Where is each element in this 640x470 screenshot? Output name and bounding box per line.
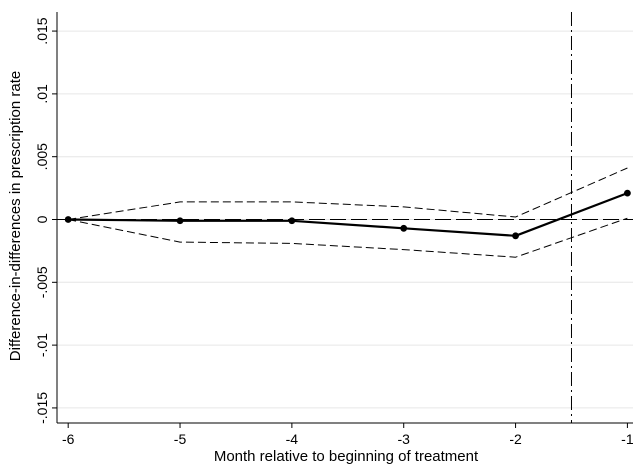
estimate-point [176, 217, 184, 225]
axes [52, 12, 633, 428]
x-tick-label: -1 [621, 431, 634, 447]
reference-lines [57, 12, 633, 423]
estimate-point [400, 224, 408, 232]
estimate-point [512, 232, 519, 240]
x-tick-label: -6 [62, 431, 75, 447]
estimate-line [68, 192, 628, 237]
x-tick-label: -5 [174, 431, 187, 447]
point-markers [64, 189, 631, 240]
estimate-point [64, 216, 72, 223]
y-tick-label: -.01 [34, 333, 50, 357]
y-tick-label: .005 [34, 143, 50, 170]
y-tick-label: -.005 [34, 266, 50, 298]
x-tick-label: -3 [397, 431, 410, 447]
series [68, 167, 628, 258]
x-tick-label: -4 [286, 431, 299, 447]
y-tick-label: -.015 [34, 392, 50, 424]
estimate-point [288, 217, 296, 225]
x-tick-labels: -6 -5 -4 -3 -2 -1 [62, 431, 634, 447]
y-tick-label: 0 [34, 215, 50, 223]
y-tick-label: .01 [34, 84, 50, 104]
x-tick-label: -2 [509, 431, 522, 447]
y-tick-labels: -.015 -.01 -.005 0 .005 .01 .015 [34, 17, 50, 424]
upper-ci-line [68, 167, 628, 220]
y-axis-title: Difference-in-differences in prescriptio… [7, 71, 24, 361]
x-axis-title: Month relative to beginning of treatment [214, 448, 479, 465]
lower-ci-line [68, 217, 628, 258]
estimate-point [624, 189, 631, 197]
y-tick-label: .015 [34, 17, 50, 44]
